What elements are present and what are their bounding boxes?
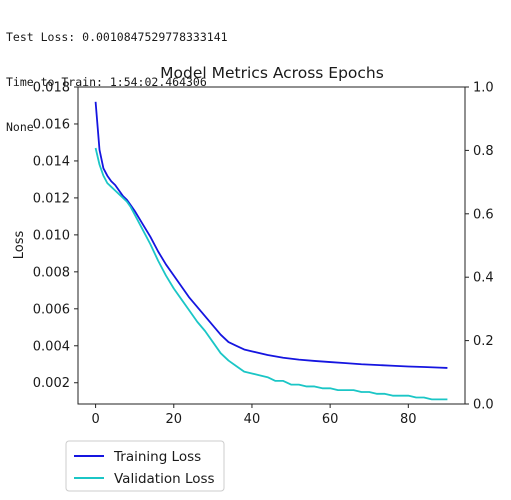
legend-label-validation-loss: Validation Loss bbox=[114, 471, 215, 487]
y2-tick-label: 1.0 bbox=[473, 81, 494, 96]
time-to-train-line: Time to Train: 1:54:02.464306 bbox=[6, 75, 207, 89]
y-tick-label: 0.006 bbox=[33, 302, 70, 317]
x-tick-label: 40 bbox=[244, 412, 261, 427]
x-tick-label: 0 bbox=[91, 412, 99, 427]
legend-label-training-loss: Training Loss bbox=[113, 449, 201, 465]
y-tick-label: 0.012 bbox=[33, 191, 70, 206]
y2-tick-label: 0.8 bbox=[473, 144, 494, 159]
y-tick-label: 0.008 bbox=[33, 265, 70, 280]
y-tick-label: 0.004 bbox=[33, 339, 70, 354]
legend-box bbox=[65, 440, 225, 492]
y2-tick-label: 0.0 bbox=[473, 398, 494, 413]
series-line-training-loss bbox=[94, 101, 448, 369]
y2-tick-label: 0.2 bbox=[473, 334, 494, 349]
y-tick-label: 0.016 bbox=[33, 117, 70, 132]
series-line-validation-loss bbox=[94, 147, 448, 401]
x-tick-label: 60 bbox=[322, 412, 339, 427]
plot-area: 0 20 40 60 80 0.002 0.004 0.006 0.008 0.010 0.012 0… bbox=[33, 81, 494, 428]
test-loss-line: Test Loss: 0.0010847529778333141 bbox=[6, 30, 228, 44]
x-tick-label: 20 bbox=[165, 412, 182, 427]
chart-title: Model Metrics Across Epochs bbox=[160, 64, 384, 82]
return-value-line: None bbox=[6, 120, 34, 134]
y2-tick-label: 0.4 bbox=[473, 271, 494, 286]
console-output: Test Loss: 0.0010847529778333141 Time to… bbox=[6, 0, 228, 150]
plot-frame bbox=[77, 86, 466, 405]
x-tick-label: 80 bbox=[400, 412, 417, 427]
y2-tick-label: 0.6 bbox=[473, 207, 494, 222]
legend: Training Loss Validation Loss bbox=[65, 440, 225, 492]
y-tick-label: 0.002 bbox=[33, 376, 70, 391]
y-tick-label: 0.018 bbox=[33, 81, 70, 96]
y-axis-label: Loss bbox=[12, 231, 27, 260]
y-tick-label: 0.014 bbox=[33, 154, 70, 169]
y-tick-label: 0.010 bbox=[33, 228, 70, 243]
